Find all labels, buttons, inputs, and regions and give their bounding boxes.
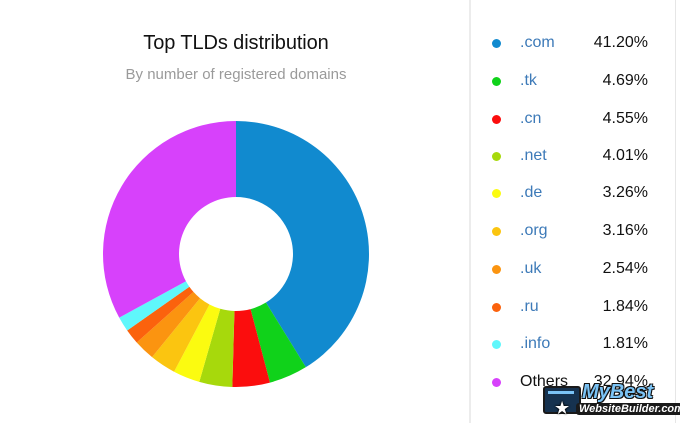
- legend-dot-icon: [492, 189, 501, 198]
- legend-dot-icon: [492, 227, 501, 236]
- legend-value: 3.26%: [602, 184, 648, 201]
- legend-item-net[interactable]: .net 4.01%: [471, 145, 675, 169]
- legend-item-cn[interactable]: .cn 4.55%: [471, 108, 675, 132]
- legend-dot-icon: [492, 152, 501, 161]
- chart-title: Top TLDs distribution: [143, 32, 329, 54]
- pie-slice-org[interactable]: [152, 298, 210, 372]
- watermark-brand: MyBest: [582, 381, 654, 403]
- legend-label: .com: [520, 34, 555, 51]
- legend-value: 4.69%: [602, 72, 648, 89]
- panel-divider: [469, 0, 471, 423]
- legend-label: .info: [520, 335, 551, 352]
- pie-slice-de[interactable]: [174, 304, 221, 382]
- legend-label: .org: [520, 222, 548, 239]
- legend-dot-icon: [492, 115, 501, 124]
- legend-value: 32.94%: [593, 373, 648, 390]
- pie-slice-others[interactable]: [103, 121, 236, 318]
- legend-item-tk[interactable]: .tk 4.69%: [471, 70, 675, 94]
- pie-slice-com[interactable]: [236, 121, 369, 368]
- legend-dot-icon: [492, 303, 501, 312]
- pie-slice-net[interactable]: [199, 308, 235, 387]
- watermark-domain: WebsiteBuilder.com: [576, 403, 680, 415]
- legend-value: 1.84%: [602, 298, 648, 315]
- legend-dot-icon: [492, 77, 501, 86]
- pie-slice-ru[interactable]: [127, 286, 194, 343]
- legend-label: .cn: [520, 110, 542, 127]
- legend-item-org[interactable]: .org 3.16%: [471, 220, 675, 244]
- legend-label: Others: [520, 373, 569, 390]
- legend-label: .net: [520, 147, 547, 164]
- legend-dot-icon: [492, 340, 501, 349]
- legend-dot-icon: [492, 39, 501, 48]
- pie-slice-tk[interactable]: [250, 302, 306, 383]
- legend-value: 4.01%: [602, 147, 648, 164]
- legend-value: 1.81%: [602, 335, 648, 352]
- legend-value: 4.55%: [602, 110, 648, 127]
- pie-slice-info[interactable]: [119, 281, 190, 331]
- pie-slice-cn[interactable]: [232, 309, 270, 388]
- legend-item-de[interactable]: .de 3.26%: [471, 182, 675, 206]
- legend-value: 3.16%: [602, 222, 648, 239]
- legend-value: 2.54%: [602, 260, 648, 277]
- legend-item-uk[interactable]: .uk 2.54%: [471, 258, 675, 282]
- legend-item-com[interactable]: .com 41.20%: [471, 32, 675, 56]
- browser-window-icon: [543, 386, 581, 414]
- legend-dot-icon: [492, 265, 501, 274]
- legend-item-others[interactable]: Others 32.94%: [471, 371, 675, 395]
- watermark-logo: ★ MyBest WebsiteBuilder.com: [540, 381, 680, 419]
- pie-slice-uk[interactable]: [136, 291, 201, 358]
- chart-legend: .com 41.20% .tk 4.69% .cn 4.55% .net 4.0…: [471, 0, 675, 423]
- legend-label: .ru: [520, 298, 539, 315]
- legend-dot-icon: [492, 378, 501, 387]
- legend-value: 41.20%: [593, 34, 648, 51]
- legend-label: .uk: [520, 260, 542, 277]
- donut-chart: [103, 121, 369, 388]
- panel-border: [675, 0, 676, 423]
- legend-label: .de: [520, 184, 543, 201]
- star-icon: ★: [554, 398, 571, 418]
- legend-label: .tk: [520, 72, 537, 89]
- legend-item-info[interactable]: .info 1.81%: [471, 333, 675, 357]
- chart-subtitle: By number of registered domains: [125, 66, 347, 83]
- legend-item-ru[interactable]: .ru 1.84%: [471, 296, 675, 320]
